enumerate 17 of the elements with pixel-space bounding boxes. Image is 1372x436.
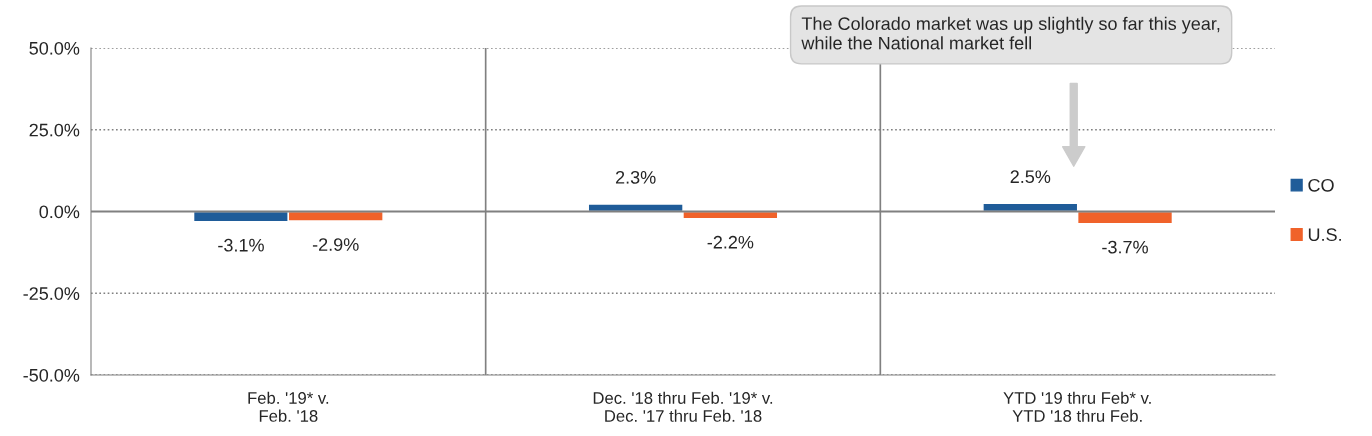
legend-label: CO bbox=[1308, 178, 1334, 192]
y-tick-label: 0.0% bbox=[39, 205, 80, 219]
y-tick-label: 25.0% bbox=[29, 123, 80, 137]
x-tick-label: Dec. '18 thru Feb. '19* v. Dec. '17 thru Feb. '18 bbox=[593, 391, 773, 422]
y-tick-label: -25.0% bbox=[23, 287, 80, 300]
x-tick-label: YTD '19 thru Feb* v. YTD '18 thru Feb. bbox=[1003, 391, 1151, 422]
data-label: -2.2% bbox=[707, 235, 754, 249]
y-tick-label: 50.0% bbox=[29, 41, 80, 55]
x-tick-label: Feb. '19* v. Feb. '18 bbox=[248, 391, 329, 422]
data-label: 2.5% bbox=[1010, 170, 1051, 184]
legend-label: U.S. bbox=[1308, 228, 1341, 242]
annotation: The Colorado market was up slightly so far this year, while the National market fell bbox=[801, 16, 1220, 50]
data-label: 2.3% bbox=[615, 170, 656, 184]
data-label: -3.7% bbox=[1102, 240, 1148, 254]
data-label: -3.1% bbox=[218, 238, 264, 252]
y-tick-label: -50.0% bbox=[23, 368, 80, 382]
data-label: -2.9% bbox=[312, 238, 359, 251]
